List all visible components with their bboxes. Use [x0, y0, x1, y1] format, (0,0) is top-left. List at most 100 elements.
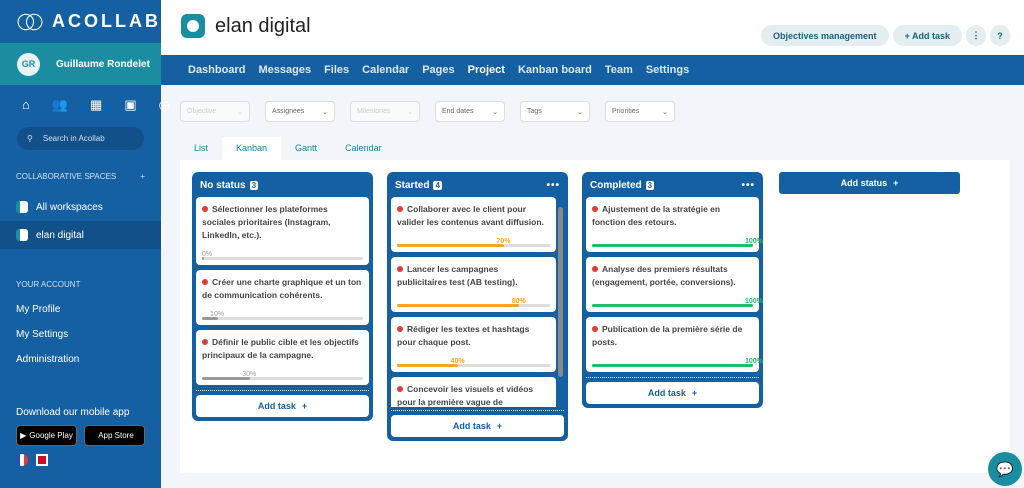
add-task-button[interactable]: Add task +: [586, 382, 759, 404]
my-profile-link[interactable]: My Profile: [16, 304, 61, 315]
users-icon[interactable]: 👥: [51, 97, 69, 112]
label: App Store: [98, 431, 134, 440]
progress-value: 100%: [744, 358, 763, 365]
plus-icon: +: [691, 388, 698, 398]
calendar-icon[interactable]: ▦: [90, 97, 103, 112]
filter-end-dates[interactable]: End dates ⌄: [435, 101, 505, 122]
progress-value: 0%: [202, 251, 213, 258]
nav-tab-dashboard[interactable]: Dashboard: [188, 64, 246, 76]
priority-dot: [592, 326, 598, 332]
sidebar-item-all-workspaces[interactable]: All workspaces: [0, 193, 161, 221]
label: Google Play: [29, 431, 73, 440]
app-store-button[interactable]: App Store: [84, 425, 145, 446]
administration-link[interactable]: Administration: [16, 354, 80, 365]
user-name: Guillaume Rondelet: [56, 58, 150, 70]
item-label: All workspaces: [36, 201, 103, 213]
add-status-button[interactable]: Add status +: [779, 172, 960, 194]
user-profile[interactable]: GR Guillaume Rondelet: [0, 43, 161, 85]
logo[interactable]: ACOLLAB: [0, 0, 161, 43]
filter-label: Assignees: [272, 108, 305, 115]
task-card[interactable]: Lancer les campagnes publicitaires test …: [391, 257, 556, 312]
nav-tab-calendar[interactable]: Calendar: [362, 64, 410, 76]
more-icon[interactable]: •••: [741, 180, 755, 191]
progress-value: 40%: [450, 358, 465, 365]
nav-tab-messages[interactable]: Messages: [258, 64, 312, 76]
chevron-down-icon: ⌄: [662, 108, 668, 116]
chevron-down-icon: ⌄: [577, 108, 583, 116]
french-flag-icon[interactable]: [16, 454, 28, 466]
tab-kanban[interactable]: Kanban: [222, 137, 282, 160]
add-task-button[interactable]: Add task +: [196, 395, 369, 417]
priority-dot: [397, 386, 403, 392]
item-label: elan digital: [36, 229, 84, 241]
filter-assignees[interactable]: Assignees ⌄: [265, 101, 335, 122]
task-card[interactable]: Ajustement de la stratégie en fonction d…: [586, 197, 763, 252]
progress-value: 70%: [496, 238, 511, 245]
google-play-button[interactable]: ▶ Google Play: [16, 425, 77, 446]
home-icon[interactable]: ⌂: [22, 97, 30, 112]
workspace-icon: [16, 201, 28, 213]
progress-label: 40%: [397, 355, 550, 365]
add-task-button[interactable]: + Add task: [892, 25, 962, 46]
task-card[interactable]: Définir le public cible et les objectifs…: [196, 330, 369, 385]
scrollbar[interactable]: [558, 207, 563, 377]
objectives-management-button[interactable]: Objectives management: [761, 25, 889, 46]
filter-priorities[interactable]: Priorities ⌄: [605, 101, 675, 122]
nav-tab-kanban-board[interactable]: Kanban board: [517, 64, 592, 76]
nav-tab-pages[interactable]: Pages: [422, 64, 455, 76]
progress-value: 10%: [210, 311, 225, 318]
avatar: GR: [17, 52, 40, 76]
filter-milestones[interactable]: Milestones ⌄: [350, 101, 420, 122]
task-card[interactable]: Concevoir les visuels et vidéos pour la …: [391, 377, 556, 407]
task-card[interactable]: Rédiger les textes et hashtags pour chaq…: [391, 317, 556, 372]
chat-button[interactable]: 💬: [988, 452, 1022, 486]
filter-label: Priorities: [612, 108, 640, 115]
my-settings-link[interactable]: My Settings: [16, 329, 69, 340]
tab-gantt[interactable]: Gantt: [295, 143, 318, 153]
more-icon[interactable]: •••: [546, 180, 560, 191]
help-button[interactable]: ?: [990, 25, 1010, 46]
task-card[interactable]: Sélectionner les plateformes sociales pr…: [196, 197, 369, 265]
add-task-button[interactable]: Add task +: [391, 415, 564, 437]
progress-bar: [202, 257, 363, 260]
play-icon: ▶: [20, 431, 27, 440]
task-card[interactable]: Analyse des premiers résultats (engageme…: [586, 257, 763, 312]
chevron-down-icon: ⌄: [492, 108, 498, 116]
more-button[interactable]: ⋮: [966, 25, 986, 46]
progress-fill: [592, 244, 753, 247]
card-title: Créer une charte graphique et un ton de …: [202, 276, 363, 302]
progress-label: 80%: [397, 295, 550, 305]
column-header: No status 3: [196, 177, 369, 197]
clock-icon[interactable]: ◷: [158, 97, 170, 112]
label: Add task: [257, 401, 296, 411]
tab-calendar[interactable]: Calendar: [345, 143, 382, 153]
tab-list[interactable]: List: [194, 143, 209, 153]
search-input[interactable]: ⚲ Search in Acollab: [17, 127, 144, 150]
plus-icon: +: [496, 421, 503, 431]
task-card[interactable]: Collaborer avec le client pour valider l…: [391, 197, 556, 252]
nav-tab-files[interactable]: Files: [324, 64, 350, 76]
task-card[interactable]: Créer une charte graphique et un ton de …: [196, 270, 369, 325]
column-header: Completed 3 •••: [586, 177, 759, 197]
nav-tab-settings[interactable]: Settings: [645, 64, 690, 76]
mobile-app-title: Download our mobile app: [16, 407, 130, 418]
column-count: 4: [433, 181, 442, 190]
nav-tab-project[interactable]: Project: [467, 64, 505, 76]
progress-label: 0%: [202, 248, 363, 258]
filter-objective[interactable]: Objective ⌄: [180, 101, 250, 122]
kanban-column: No status 3 Sélectionner les plateformes s…: [192, 172, 373, 421]
nav-tab-team[interactable]: Team: [604, 64, 633, 76]
uk-flag-icon[interactable]: [36, 454, 48, 466]
sidebar-item-elan-digital[interactable]: elan digital: [0, 221, 161, 249]
filter-tags[interactable]: Tags ⌄: [520, 101, 590, 122]
task-card[interactable]: Publication de la première série de post…: [586, 317, 763, 372]
plus-icon: +: [301, 401, 308, 411]
briefcase-icon[interactable]: ▣: [124, 97, 137, 112]
plus-icon[interactable]: +: [140, 172, 145, 181]
kanban-column: Started 4 ••• Collaborer avec le client pou…: [387, 172, 568, 441]
card-title-text: Ajustement de la stratégie en fonction d…: [592, 204, 721, 227]
column-count: 3: [249, 181, 259, 190]
card-list: Ajustement de la stratégie en fonction d…: [586, 197, 763, 372]
filter-label: Objective: [187, 108, 217, 115]
label: Add status: [840, 178, 888, 188]
